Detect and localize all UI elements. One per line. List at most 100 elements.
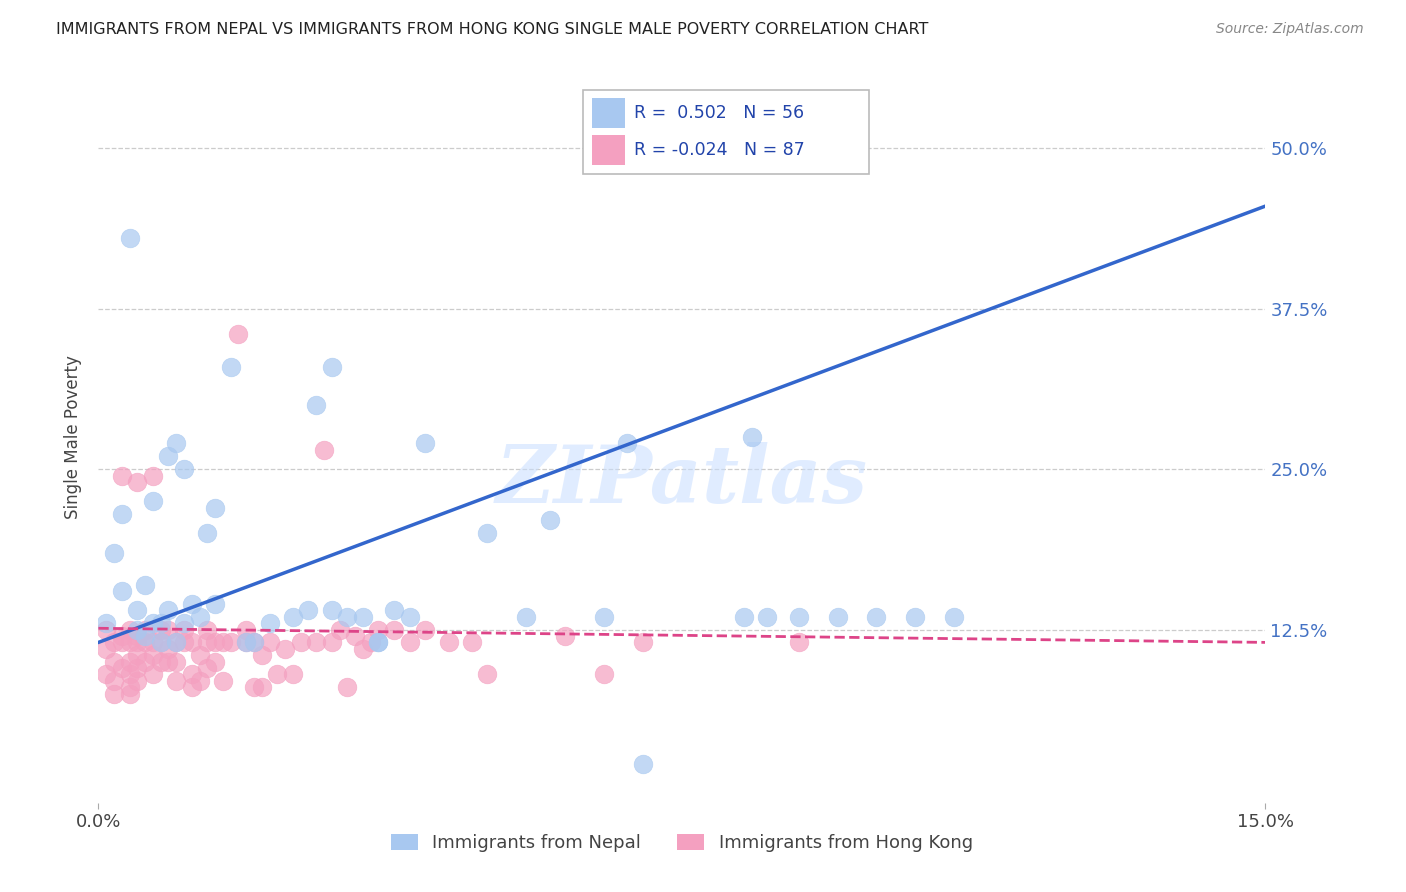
Point	[165, 436, 187, 450]
Point	[111, 661, 134, 675]
Point	[111, 635, 134, 649]
Point	[321, 603, 343, 617]
Point	[96, 667, 118, 681]
Point	[290, 635, 312, 649]
Point	[477, 526, 499, 541]
Point	[165, 673, 187, 688]
Point	[787, 609, 810, 624]
Point	[157, 603, 180, 617]
Point	[329, 623, 352, 637]
Point	[281, 667, 304, 681]
Point	[134, 655, 156, 669]
Point	[204, 500, 226, 515]
Point	[127, 475, 149, 489]
Point	[554, 629, 576, 643]
Point	[195, 635, 218, 649]
Point	[259, 616, 281, 631]
Point	[321, 359, 343, 374]
Point	[157, 655, 180, 669]
Point	[593, 667, 616, 681]
Point	[118, 667, 141, 681]
Point	[149, 635, 172, 649]
Point	[127, 648, 149, 663]
Point	[165, 655, 187, 669]
Point	[103, 545, 125, 559]
Point	[219, 635, 242, 649]
Point	[344, 629, 367, 643]
Point	[142, 494, 165, 508]
Point	[96, 616, 118, 631]
Point	[367, 623, 389, 637]
Point	[943, 609, 966, 624]
Point	[103, 687, 125, 701]
Point	[515, 609, 537, 624]
Point	[352, 609, 374, 624]
Point	[538, 514, 561, 528]
Point	[413, 623, 436, 637]
Point	[274, 641, 297, 656]
Point	[437, 635, 460, 649]
Point	[212, 635, 235, 649]
Point	[134, 635, 156, 649]
Point	[180, 635, 202, 649]
Point	[180, 667, 202, 681]
Point	[149, 616, 172, 631]
Point	[243, 635, 266, 649]
Point	[165, 635, 187, 649]
Point	[756, 609, 779, 624]
Point	[180, 597, 202, 611]
Point	[787, 635, 810, 649]
Point	[243, 635, 266, 649]
Point	[305, 635, 328, 649]
Point	[204, 635, 226, 649]
Point	[616, 436, 638, 450]
Point	[195, 623, 218, 637]
Point	[297, 603, 319, 617]
Point	[305, 398, 328, 412]
Point	[173, 462, 195, 476]
Point	[243, 681, 266, 695]
Bar	[592, 136, 624, 165]
Point	[173, 616, 195, 631]
Point	[321, 635, 343, 649]
Point	[134, 629, 156, 643]
Point	[413, 436, 436, 450]
Point	[281, 609, 304, 624]
Point	[865, 609, 887, 624]
Point	[204, 597, 226, 611]
Point	[157, 641, 180, 656]
Point	[367, 635, 389, 649]
Point	[725, 135, 748, 149]
Point	[127, 603, 149, 617]
Point	[142, 616, 165, 631]
Point	[904, 609, 927, 624]
Point	[195, 661, 218, 675]
Point	[127, 623, 149, 637]
Point	[118, 655, 141, 669]
Point	[118, 623, 141, 637]
Bar	[582, 90, 869, 174]
Point	[336, 609, 359, 624]
Point	[149, 635, 172, 649]
Legend: Immigrants from Nepal, Immigrants from Hong Kong: Immigrants from Nepal, Immigrants from H…	[384, 827, 980, 860]
Bar	[592, 98, 624, 128]
Point	[204, 655, 226, 669]
Point	[250, 648, 273, 663]
Point	[593, 609, 616, 624]
Point	[382, 623, 405, 637]
Point	[336, 681, 359, 695]
Point	[827, 609, 849, 624]
Point	[461, 635, 484, 649]
Point	[259, 635, 281, 649]
Point	[96, 623, 118, 637]
Y-axis label: Single Male Poverty: Single Male Poverty	[65, 355, 83, 519]
Point	[382, 603, 405, 617]
Point	[111, 629, 134, 643]
Point	[219, 359, 242, 374]
Point	[235, 635, 257, 649]
Point	[142, 648, 165, 663]
Point	[188, 609, 211, 624]
Point	[142, 667, 165, 681]
Point	[165, 635, 187, 649]
Point	[173, 635, 195, 649]
